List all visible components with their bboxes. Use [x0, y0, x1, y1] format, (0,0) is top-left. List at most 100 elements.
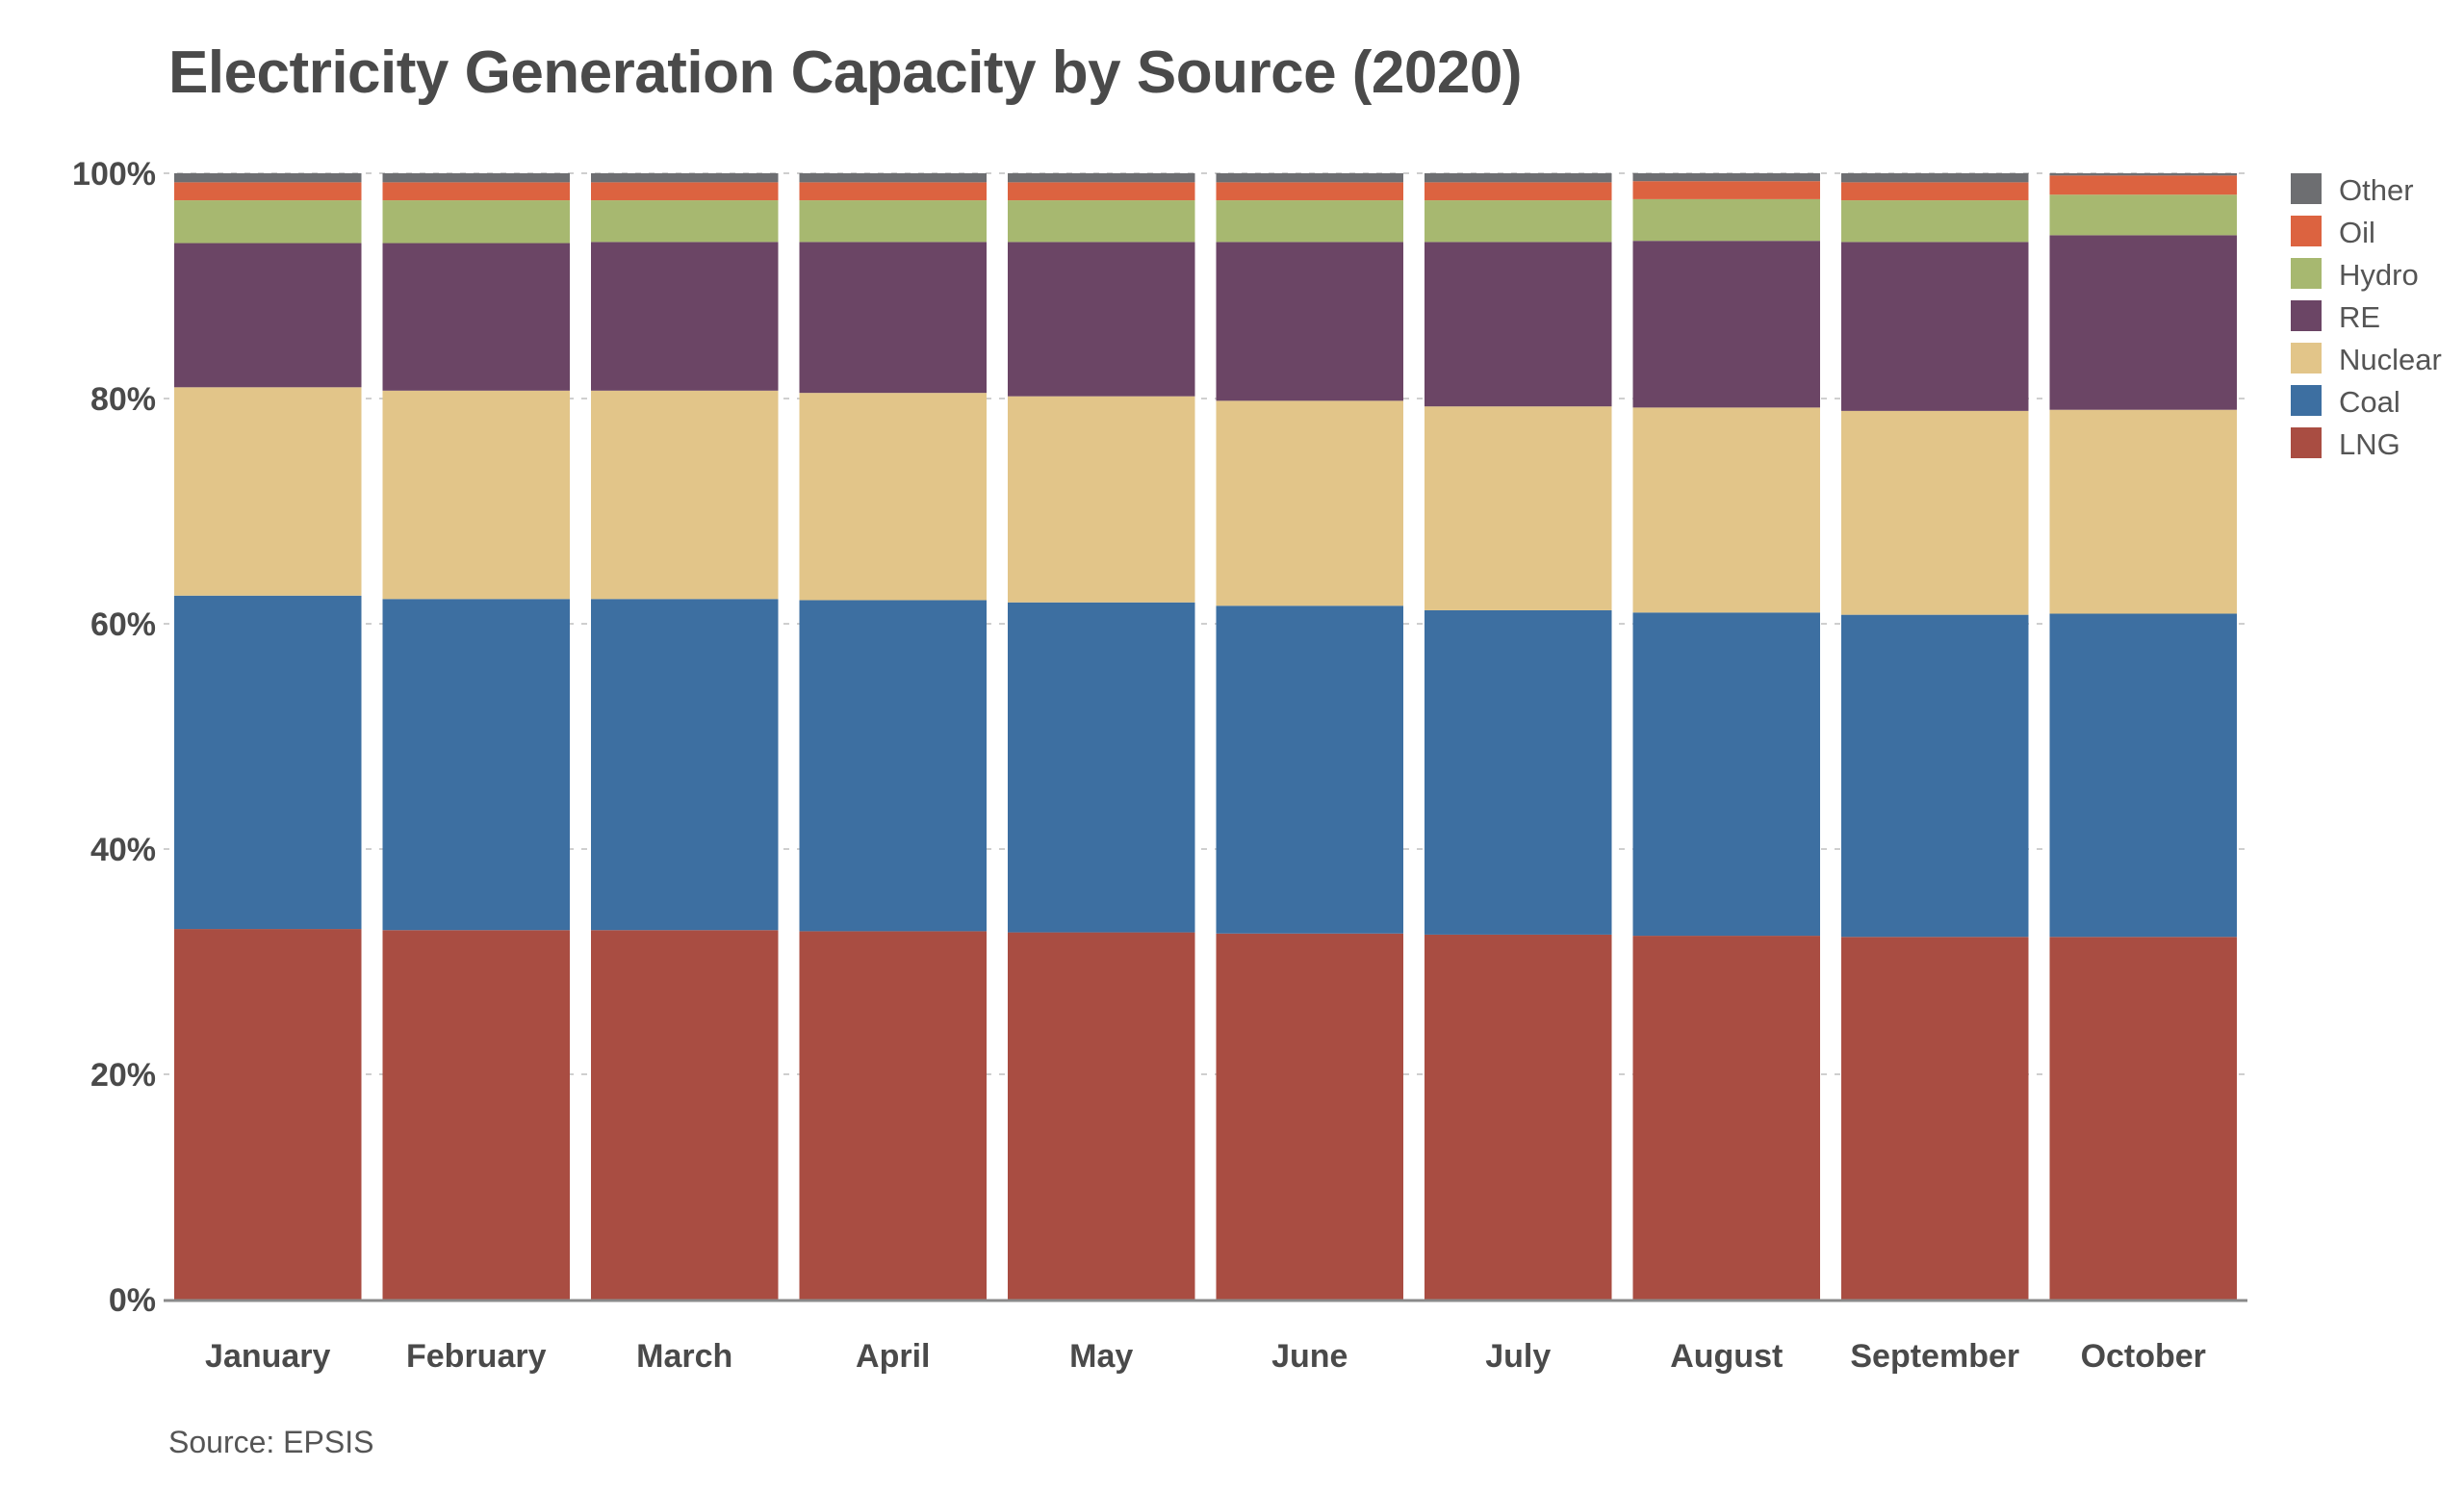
legend-swatch-nuclear [2291, 343, 2322, 374]
bar-segment-other [1424, 173, 1612, 183]
bar-segment-coal [174, 595, 362, 930]
bar-segment-nuclear [1424, 406, 1612, 610]
legend-swatch-other [2291, 173, 2322, 204]
legend-swatch-re [2291, 300, 2322, 331]
bar-segment-other [382, 173, 570, 183]
x-tick-label: April [856, 1338, 930, 1375]
legend-label-hydro: Hydro [2339, 258, 2419, 292]
x-tick-label: March [636, 1338, 732, 1375]
bar-segment-other [1632, 173, 1820, 182]
bar-segment-oil [591, 182, 779, 201]
legend-label-lng: LNG [2339, 427, 2400, 461]
bar-segment-other [591, 173, 779, 183]
bar-segment-coal [382, 599, 570, 931]
bar-segment-nuclear [2049, 409, 2237, 614]
bar-segment-coal [2049, 613, 2237, 938]
y-tick-label: 80% [90, 381, 156, 418]
y-tick-label: 20% [90, 1057, 156, 1094]
bar-segment-other [1216, 173, 1403, 183]
legend-swatch-oil [2291, 216, 2322, 246]
bar-segment-lng [799, 931, 987, 1300]
bar-segment-other [2049, 173, 2237, 176]
bar-segment-lng [382, 930, 570, 1300]
bar-segment-lng [591, 930, 779, 1300]
bar-segment-coal [1216, 605, 1403, 934]
bar-segment-nuclear [1008, 396, 1195, 603]
bar-segment-oil [174, 182, 362, 201]
bar-segment-hydro [591, 200, 779, 243]
bar-segment-hydro [2049, 194, 2237, 236]
bar-segment-nuclear [1216, 400, 1403, 606]
bar-segment-other [174, 173, 362, 183]
legend: Other Oil Hydro RE Nuclear Coal LNG [2291, 173, 2442, 461]
bar-segment-nuclear [591, 390, 779, 600]
x-tick-label: January [205, 1338, 330, 1375]
axes: 0% 20% 40% 60% 80% 100% January February March Ap… [72, 156, 2247, 1375]
bar-segment-lng [1841, 937, 2029, 1300]
source-note: Source: EPSIS [168, 1425, 374, 1459]
x-tick-label: August [1670, 1338, 1783, 1375]
bar-segment-oil [1216, 182, 1403, 201]
bar-segment-other [1841, 173, 2029, 183]
bar-segment-coal [591, 599, 779, 931]
y-tick-label: 60% [90, 606, 156, 643]
bar-segment-other [1008, 173, 1195, 183]
y-tick-label: 100% [72, 156, 156, 193]
bar-segment-lng [1216, 933, 1403, 1300]
bar-segment-re [1216, 242, 1403, 401]
bar-segment-lng [1008, 932, 1195, 1300]
x-tick-label: February [406, 1338, 547, 1375]
bar-segment-re [2049, 235, 2237, 410]
bar-segment-re [174, 243, 362, 388]
bar-segment-coal [1841, 614, 2029, 938]
gridlines [164, 172, 2247, 1075]
chart-title: Electricity Generation Capacity by Sourc… [168, 39, 1523, 106]
legend-label-other: Other [2339, 173, 2414, 207]
bar-segment-oil [1841, 182, 2029, 201]
legend-swatch-hydro [2291, 258, 2322, 289]
bar-segment-oil [1008, 182, 1195, 201]
bar-segment-re [1632, 241, 1820, 408]
bar-segment-oil [2049, 175, 2237, 195]
bar-segment-re [1424, 242, 1612, 407]
bar-segment-hydro [1424, 200, 1612, 243]
bar-segment-oil [1424, 182, 1612, 201]
bar-segment-hydro [1841, 200, 2029, 243]
bar-segment-other [799, 173, 987, 183]
x-tick-label: June [1271, 1338, 1348, 1375]
bar-segment-coal [1424, 609, 1612, 935]
bar-segment-nuclear [382, 390, 570, 600]
bar-segment-re [1841, 242, 2029, 411]
y-tick-label: 40% [90, 832, 156, 868]
bar-segment-hydro [799, 200, 987, 243]
bar-segment-coal [799, 600, 987, 932]
bar-segment-re [382, 243, 570, 391]
bar-segment-lng [2049, 937, 2237, 1300]
bar-segment-nuclear [1841, 410, 2029, 615]
legend-label-oil: Oil [2339, 216, 2375, 249]
bar-segment-nuclear [1632, 407, 1820, 613]
bar-segment-re [1008, 242, 1195, 397]
x-tick-label: September [1850, 1338, 2019, 1375]
x-tick-label: May [1069, 1338, 1133, 1375]
bars [174, 173, 2237, 1300]
bar-segment-nuclear [174, 387, 362, 596]
bar-segment-hydro [1632, 198, 1820, 242]
legend-label-coal: Coal [2339, 385, 2400, 419]
bar-segment-coal [1008, 602, 1195, 933]
y-tick-label: 0% [109, 1282, 156, 1319]
bar-segment-oil [799, 182, 987, 201]
bar-segment-re [799, 242, 987, 394]
bar-segment-hydro [382, 200, 570, 244]
bar-segment-re [591, 242, 779, 391]
bar-segment-oil [1632, 181, 1820, 199]
bar-segment-nuclear [799, 393, 987, 601]
bar-segment-coal [1632, 612, 1820, 937]
bar-segment-lng [1424, 934, 1612, 1300]
bar-segment-lng [174, 929, 362, 1300]
legend-label-nuclear: Nuclear [2339, 343, 2442, 376]
bar-segment-lng [1632, 936, 1820, 1300]
bar-segment-hydro [1216, 200, 1403, 243]
bar-segment-hydro [174, 200, 362, 244]
